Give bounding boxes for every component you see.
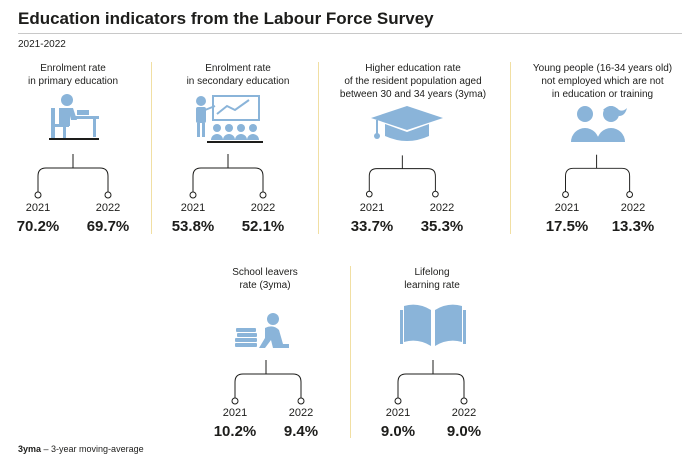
year-label: 2021 [222, 407, 248, 419]
year-label: 2022 [95, 202, 121, 214]
indicator-label: Enrolment rate in secondary education [186, 63, 290, 87]
open-book-icon [400, 302, 466, 348]
indicator-label: Higher education rate of the resident po… [339, 63, 487, 100]
indicator-label: Enrolment rate in primary education [27, 63, 119, 87]
year-label: 2021 [25, 202, 51, 214]
indicator-label: Lifelong learning rate [404, 267, 460, 291]
indicator-value: 69.7% [86, 218, 130, 235]
indicator-label: Young people (16-34 years old) not emplo… [532, 63, 673, 100]
indicator-value: 17.5% [545, 218, 589, 235]
period-label: 2021-2022 [18, 39, 66, 50]
indicator-value: 53.8% [171, 218, 215, 235]
graduation-cap-icon [367, 102, 447, 146]
indicator-value: 9.0% [380, 423, 416, 440]
sitting-person-books-icon [233, 312, 299, 350]
young-people-icon [567, 102, 631, 142]
footnote-text: – 3-year moving-average [41, 444, 144, 454]
branch-connector [34, 154, 112, 199]
column-divider [350, 266, 351, 438]
year-label: 2022 [288, 407, 314, 419]
year-label: 2022 [620, 202, 646, 214]
indicator-label: School leavers rate (3yma) [232, 267, 298, 291]
year-label: 2022 [429, 202, 455, 214]
branch-connector [394, 360, 468, 405]
year-label: 2021 [385, 407, 411, 419]
year-label: 2021 [180, 202, 206, 214]
page-title: Education indicators from the Labour For… [18, 9, 434, 28]
branch-connector [231, 360, 305, 405]
indicator-value: 13.3% [611, 218, 655, 235]
indicator-value: 52.1% [241, 218, 285, 235]
footnote-abbreviation: 3yma [18, 444, 42, 454]
indicator-value: 9.4% [283, 423, 319, 440]
classroom-presentation-icon [193, 92, 265, 144]
indicator-value: 9.0% [446, 423, 482, 440]
year-label: 2021 [554, 202, 580, 214]
indicator-value: 35.3% [420, 218, 464, 235]
indicator-value: 33.7% [350, 218, 394, 235]
year-label: 2022 [451, 407, 477, 419]
branch-connector [562, 154, 634, 198]
branch-connector [189, 154, 267, 199]
column-divider [151, 62, 152, 234]
title-divider [18, 33, 682, 34]
year-label: 2021 [359, 202, 385, 214]
indicator-value: 70.2% [16, 218, 60, 235]
branch-connector [365, 155, 439, 198]
column-divider [318, 62, 319, 234]
footnote: 3yma – 3-year moving-average [18, 444, 144, 454]
column-divider [510, 62, 511, 234]
year-label: 2022 [250, 202, 276, 214]
pupil-at-desk-icon [45, 92, 101, 142]
indicator-value: 10.2% [213, 423, 257, 440]
